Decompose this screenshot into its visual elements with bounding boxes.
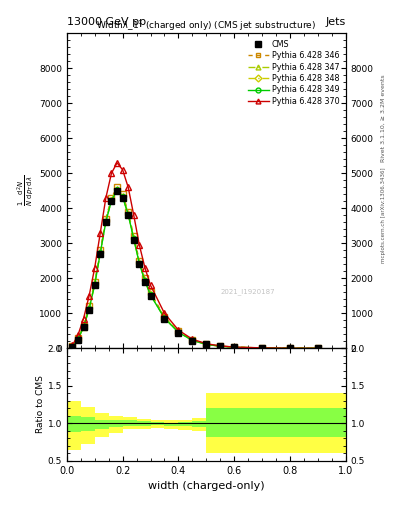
Text: 2021_I1920187: 2021_I1920187 xyxy=(220,288,275,295)
X-axis label: width (charged-only): width (charged-only) xyxy=(148,481,264,491)
Text: 13000 GeV pp: 13000 GeV pp xyxy=(67,16,146,27)
Y-axis label: Ratio to CMS: Ratio to CMS xyxy=(36,376,45,434)
Title: Width$\lambda\_1^1$ (charged only) (CMS jet substructure): Width$\lambda\_1^1$ (charged only) (CMS … xyxy=(96,19,316,33)
Text: Jets: Jets xyxy=(325,16,346,27)
Legend: CMS, Pythia 6.428 346, Pythia 6.428 347, Pythia 6.428 348, Pythia 6.428 349, Pyt: CMS, Pythia 6.428 346, Pythia 6.428 347,… xyxy=(246,37,342,108)
Text: Rivet 3.1.10, ≥ 3.2M events: Rivet 3.1.10, ≥ 3.2M events xyxy=(381,74,386,162)
Text: mcplots.cern.ch [arXiv:1306.3436]: mcplots.cern.ch [arXiv:1306.3436] xyxy=(381,167,386,263)
Y-axis label: $\frac{1}{N}\,\frac{\mathrm{d}^2 N}{\mathrm{d}p_T\,\mathrm{d}\lambda}$: $\frac{1}{N}\,\frac{\mathrm{d}^2 N}{\mat… xyxy=(15,175,36,206)
